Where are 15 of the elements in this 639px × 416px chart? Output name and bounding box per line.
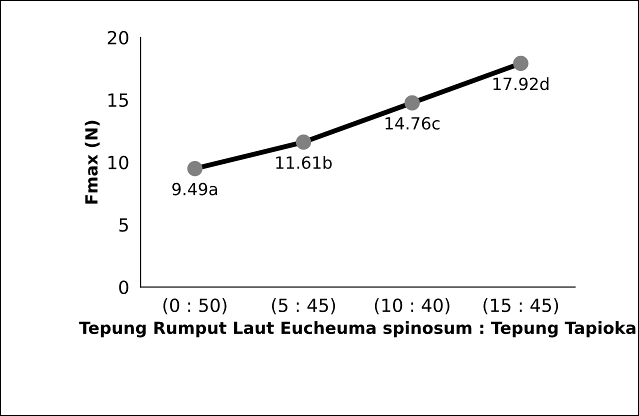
data-label: 9.49a (172, 182, 218, 196)
y-axis-title: Fmax (N) (84, 120, 100, 204)
data-label: 17.92d (493, 77, 548, 90)
x-tick-label: (0 : 50) (163, 298, 226, 314)
x-tick-label: (5 : 45) (272, 298, 336, 314)
y-tick-label: 15 (108, 94, 128, 107)
data-label: 14.76c (386, 117, 440, 130)
y-tick-label: 10 (108, 156, 128, 170)
y-tick-label: 20 (108, 30, 128, 45)
x-tick-label: (15 : 45) (484, 298, 558, 314)
y-tick-label: 0 (119, 280, 128, 294)
x-axis-title: Tepung Rumput Laut Eucheuma spinosum : Tepung Tapioka (79, 321, 636, 338)
data-label: 11.61b (276, 156, 332, 169)
y-tick-label: 5 (119, 218, 128, 232)
x-tick-label: (10 : 40) (374, 298, 450, 314)
